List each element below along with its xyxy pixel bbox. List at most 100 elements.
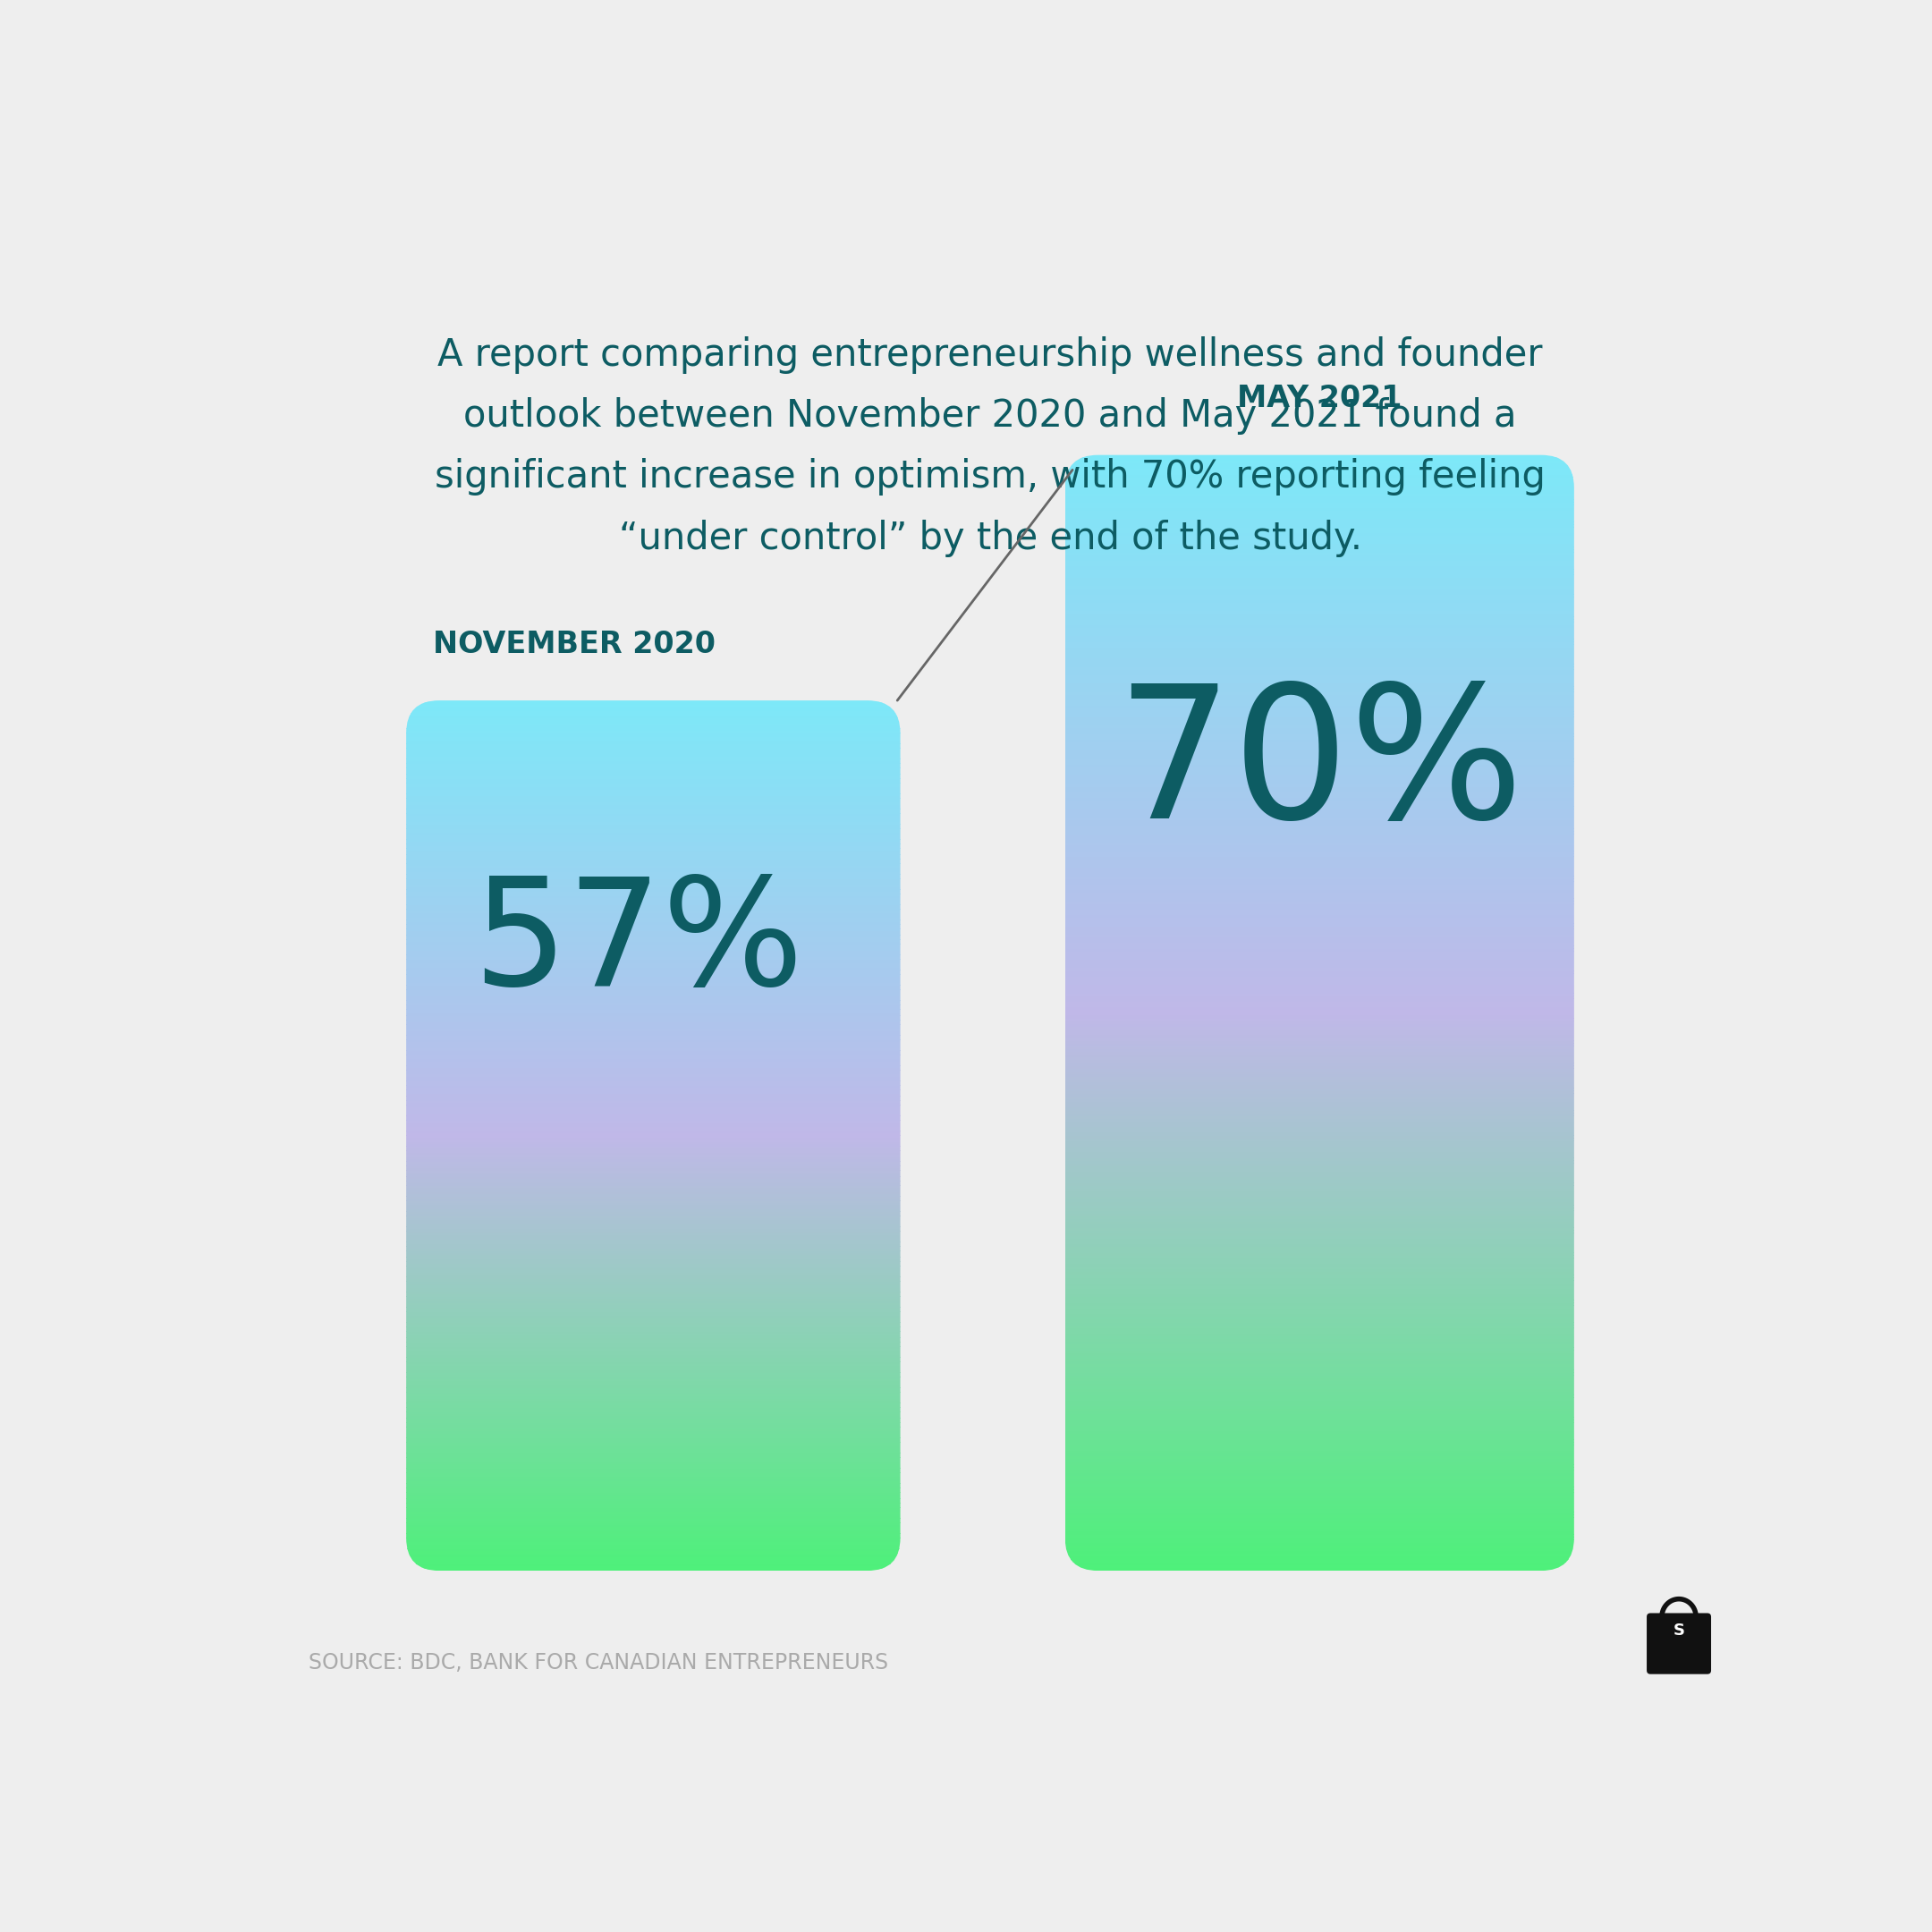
Bar: [1065, 1258, 1575, 1262]
Bar: [406, 1036, 900, 1037]
Bar: [406, 877, 900, 879]
Bar: [1065, 1092, 1575, 1094]
Bar: [406, 1515, 900, 1517]
Bar: [406, 1003, 900, 1005]
Bar: [1065, 900, 1575, 904]
Bar: [406, 1366, 900, 1368]
Bar: [406, 1532, 900, 1534]
Bar: [1065, 1117, 1575, 1119]
Bar: [1065, 769, 1575, 773]
Bar: [406, 1312, 900, 1314]
Bar: [406, 792, 900, 794]
Bar: [1065, 895, 1575, 898]
Bar: [406, 1314, 900, 1316]
Bar: [1065, 906, 1575, 910]
Bar: [406, 1066, 900, 1068]
Bar: [1065, 1333, 1575, 1337]
Bar: [1065, 1339, 1575, 1343]
Bar: [406, 1401, 900, 1403]
Bar: [406, 757, 900, 759]
Bar: [1065, 1180, 1575, 1182]
Bar: [1065, 893, 1575, 896]
Bar: [406, 1385, 900, 1387]
Bar: [406, 1428, 900, 1430]
Bar: [1065, 554, 1575, 558]
Bar: [406, 1464, 900, 1466]
Text: SOURCE: BDC, BANK FOR CANADIAN ENTREPRENEURS: SOURCE: BDC, BANK FOR CANADIAN ENTREPREN…: [309, 1652, 889, 1673]
Bar: [1065, 1308, 1575, 1312]
Bar: [406, 1420, 900, 1422]
Bar: [406, 987, 900, 989]
Bar: [1065, 815, 1575, 817]
Bar: [406, 1144, 900, 1146]
Bar: [1065, 634, 1575, 636]
Bar: [406, 993, 900, 997]
Bar: [1065, 1358, 1575, 1362]
Bar: [1065, 1221, 1575, 1225]
Bar: [406, 931, 900, 933]
Bar: [406, 773, 900, 775]
Bar: [406, 1074, 900, 1076]
Bar: [1065, 527, 1575, 529]
Bar: [1065, 665, 1575, 667]
Bar: [406, 781, 900, 782]
Bar: [406, 1372, 900, 1376]
Bar: [406, 1128, 900, 1132]
Bar: [406, 902, 900, 904]
Bar: [406, 734, 900, 738]
Bar: [1065, 723, 1575, 726]
Bar: [1065, 578, 1575, 580]
Bar: [1065, 781, 1575, 784]
Bar: [406, 1493, 900, 1497]
Bar: [1065, 1532, 1575, 1534]
Bar: [1065, 835, 1575, 837]
Bar: [1065, 667, 1575, 670]
Bar: [406, 1453, 900, 1455]
Bar: [1065, 1383, 1575, 1387]
Bar: [1065, 1099, 1575, 1101]
Bar: [406, 927, 900, 929]
Bar: [1065, 1076, 1575, 1080]
Bar: [406, 1009, 900, 1012]
Bar: [406, 761, 900, 763]
Bar: [406, 1403, 900, 1405]
Bar: [406, 844, 900, 846]
Bar: [406, 1227, 900, 1229]
Bar: [1065, 703, 1575, 705]
Bar: [1065, 1515, 1575, 1519]
Bar: [1065, 1565, 1575, 1569]
Bar: [1065, 696, 1575, 697]
Bar: [406, 1559, 900, 1561]
Bar: [406, 1298, 900, 1300]
Bar: [406, 746, 900, 748]
Bar: [406, 1540, 900, 1542]
Bar: [1065, 1010, 1575, 1012]
Bar: [1065, 591, 1575, 595]
Bar: [1065, 898, 1575, 900]
Bar: [406, 1325, 900, 1327]
Bar: [1065, 1281, 1575, 1283]
Bar: [1065, 825, 1575, 829]
Bar: [406, 1350, 900, 1352]
Bar: [1065, 885, 1575, 887]
Bar: [406, 1209, 900, 1211]
Bar: [1065, 761, 1575, 765]
Bar: [1065, 935, 1575, 937]
Bar: [1065, 1370, 1575, 1372]
Bar: [1065, 1472, 1575, 1476]
Text: 70%: 70%: [1115, 678, 1524, 856]
Bar: [406, 1542, 900, 1544]
Bar: [406, 1192, 900, 1194]
Bar: [1065, 520, 1575, 522]
Bar: [1065, 1119, 1575, 1122]
Bar: [1065, 1397, 1575, 1401]
Bar: [406, 1511, 900, 1515]
Bar: [1065, 1321, 1575, 1325]
Bar: [1065, 1327, 1575, 1331]
Bar: [406, 1482, 900, 1484]
Bar: [1065, 929, 1575, 931]
Bar: [406, 1389, 900, 1393]
Bar: [406, 835, 900, 837]
Bar: [406, 1379, 900, 1381]
Bar: [1065, 614, 1575, 616]
